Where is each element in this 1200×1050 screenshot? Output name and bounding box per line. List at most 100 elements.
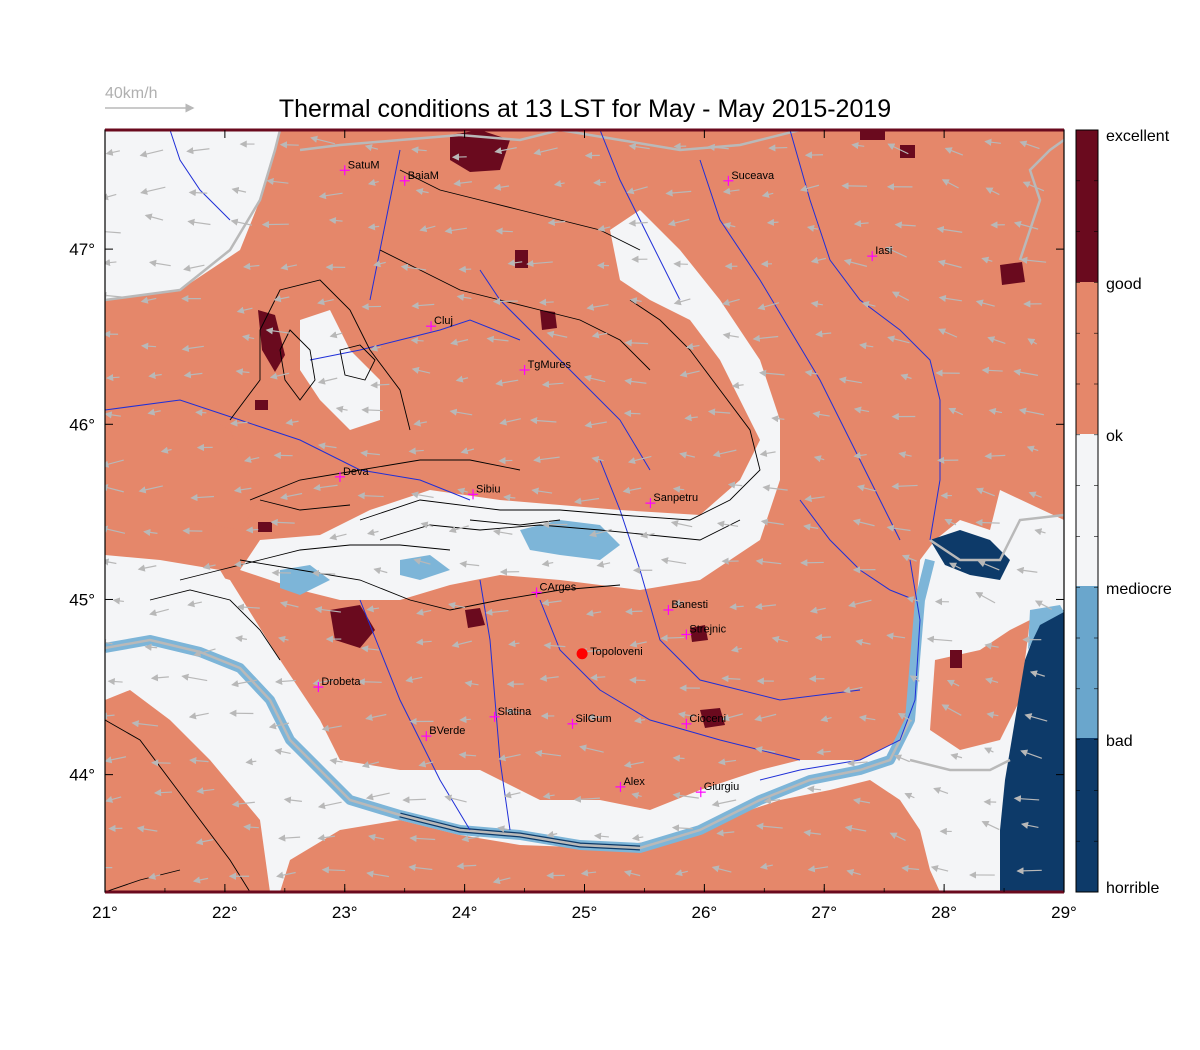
wind-arrow-icon	[318, 192, 343, 200]
wind-arrow-icon	[755, 557, 782, 566]
wind-arrow-icon	[448, 601, 466, 609]
contour-lines	[105, 169, 761, 892]
wind-arrow-icon	[105, 639, 113, 647]
wind-arrow-icon	[573, 795, 600, 803]
wind-arrow-icon	[449, 408, 473, 416]
wind-arrow-icon	[846, 868, 861, 876]
wind-arrow-icon	[268, 722, 290, 730]
wind-arrow-icon	[984, 138, 1001, 146]
city-label: BVerde	[429, 725, 465, 737]
wind-arrow-icon	[586, 713, 607, 721]
wind-arrow-icon	[105, 459, 124, 468]
wind-arrow-icon	[451, 640, 472, 648]
wind-arrow-icon	[679, 370, 700, 378]
region-ok-north	[105, 130, 280, 300]
wind-arrow-icon	[499, 418, 521, 426]
region-ok-apuseni	[300, 310, 380, 430]
city-marker: Strejnic	[681, 623, 727, 640]
wind-arrow-icon	[707, 143, 729, 151]
wind-arrow-icon	[329, 757, 343, 765]
wind-arrow-icon	[107, 677, 123, 686]
wind-arrow-icon	[409, 834, 436, 843]
wind-arrow-icon	[987, 336, 1006, 345]
region-bad-coast	[1028, 605, 1064, 650]
wind-arrow-icon	[539, 674, 559, 682]
wind-arrow-icon	[503, 493, 516, 502]
wind-arrow-icon	[160, 446, 172, 454]
wind-arrow-icon	[754, 602, 777, 610]
city-marker: BaiaM	[399, 170, 439, 186]
wind-arrow-icon	[553, 180, 565, 188]
wind-arrow-icon	[906, 596, 920, 604]
wind-arrow-icon	[231, 679, 257, 688]
x-tick-label: 29°	[1051, 903, 1077, 922]
wind-arrow-icon	[1034, 600, 1053, 610]
wind-arrow-icon	[886, 632, 906, 640]
wind-arrow-icon	[712, 449, 737, 458]
wind-arrow-icon	[458, 751, 477, 759]
city-label: CArges	[540, 581, 577, 593]
wind-arrow-icon	[361, 761, 380, 769]
wind-arrow-icon	[541, 559, 554, 567]
wind-arrow-icon	[716, 829, 735, 837]
wind-arrow-icon	[285, 418, 299, 426]
wind-arrow-icon	[365, 713, 387, 721]
wind-arrow-icon	[677, 711, 695, 719]
wind-arrow-icon	[279, 141, 299, 149]
wind-arrow-icon	[360, 645, 380, 653]
wind-arrow-icon	[274, 748, 291, 756]
wind-arrow-icon	[105, 795, 122, 803]
wind-arrow-icon	[283, 796, 302, 804]
wind-arrow-icon	[944, 518, 957, 526]
wind-arrow-icon	[590, 673, 606, 681]
wind-arrow-icon	[486, 335, 509, 343]
wind-arrow-icon	[461, 835, 480, 843]
wind-arrow-icon	[904, 792, 915, 800]
wind-arrow-icon	[533, 455, 560, 464]
wind-arrow-icon	[541, 599, 562, 607]
wind-arrow-icon	[629, 676, 646, 684]
wind-arrow-icon	[583, 374, 606, 383]
wind-arrow-icon	[810, 300, 823, 308]
city-label: Alex	[623, 776, 645, 788]
wind-arrow-icon	[105, 411, 121, 419]
wind-arrow-icon	[149, 608, 169, 617]
wind-arrow-icon	[841, 182, 868, 190]
x-tick-label: 23°	[332, 903, 358, 922]
wind-arrow-icon	[357, 492, 384, 500]
wind-arrow-icon	[759, 449, 776, 457]
wind-arrow-icon	[508, 640, 520, 648]
wind-arrow-icon	[861, 301, 876, 309]
wind-arrow-icon	[640, 531, 655, 539]
city-layer: SatuM BaiaM Suceava Iasi Cluj TgMures Deva Sibi…	[313, 159, 892, 798]
wind-arrow-icon	[533, 147, 558, 156]
x-tick-label: 26°	[692, 903, 718, 922]
wind-arrow-icon	[546, 330, 568, 338]
wind-arrow-icon	[853, 451, 867, 459]
legend-swatch-bad	[1076, 586, 1098, 738]
wind-arrow-icon	[938, 294, 962, 302]
wind-arrow-icon	[886, 524, 911, 532]
wind-arrow-icon	[183, 371, 203, 379]
wind-arrow-icon	[233, 486, 252, 494]
wind-arrow-icon	[936, 225, 963, 234]
city-marker: Drobeta	[313, 676, 361, 693]
city-marker: Banesti	[663, 599, 708, 615]
wind-arrow-icon	[328, 216, 343, 225]
wind-arrow-icon	[771, 415, 785, 423]
wind-arrow-icon	[456, 293, 472, 301]
wind-arrow-icon	[809, 606, 826, 614]
wind-arrow-icon	[859, 342, 874, 350]
city-marker: SilGum	[567, 713, 612, 729]
highlight-city-label: Topoloveni	[590, 646, 643, 658]
wind-arrow-icon	[230, 218, 253, 226]
wind-arrow-icon	[631, 792, 642, 800]
wind-arrow-icon	[624, 377, 647, 385]
wind-arrow-icon	[419, 225, 436, 233]
wind-arrow-icon	[367, 178, 379, 186]
city-label: Deva	[343, 466, 370, 478]
wind-arrow-icon	[105, 712, 115, 720]
city-label: Iasi	[875, 245, 892, 257]
wind-arrow-icon	[405, 675, 423, 683]
wind-arrow-icon	[277, 635, 289, 643]
